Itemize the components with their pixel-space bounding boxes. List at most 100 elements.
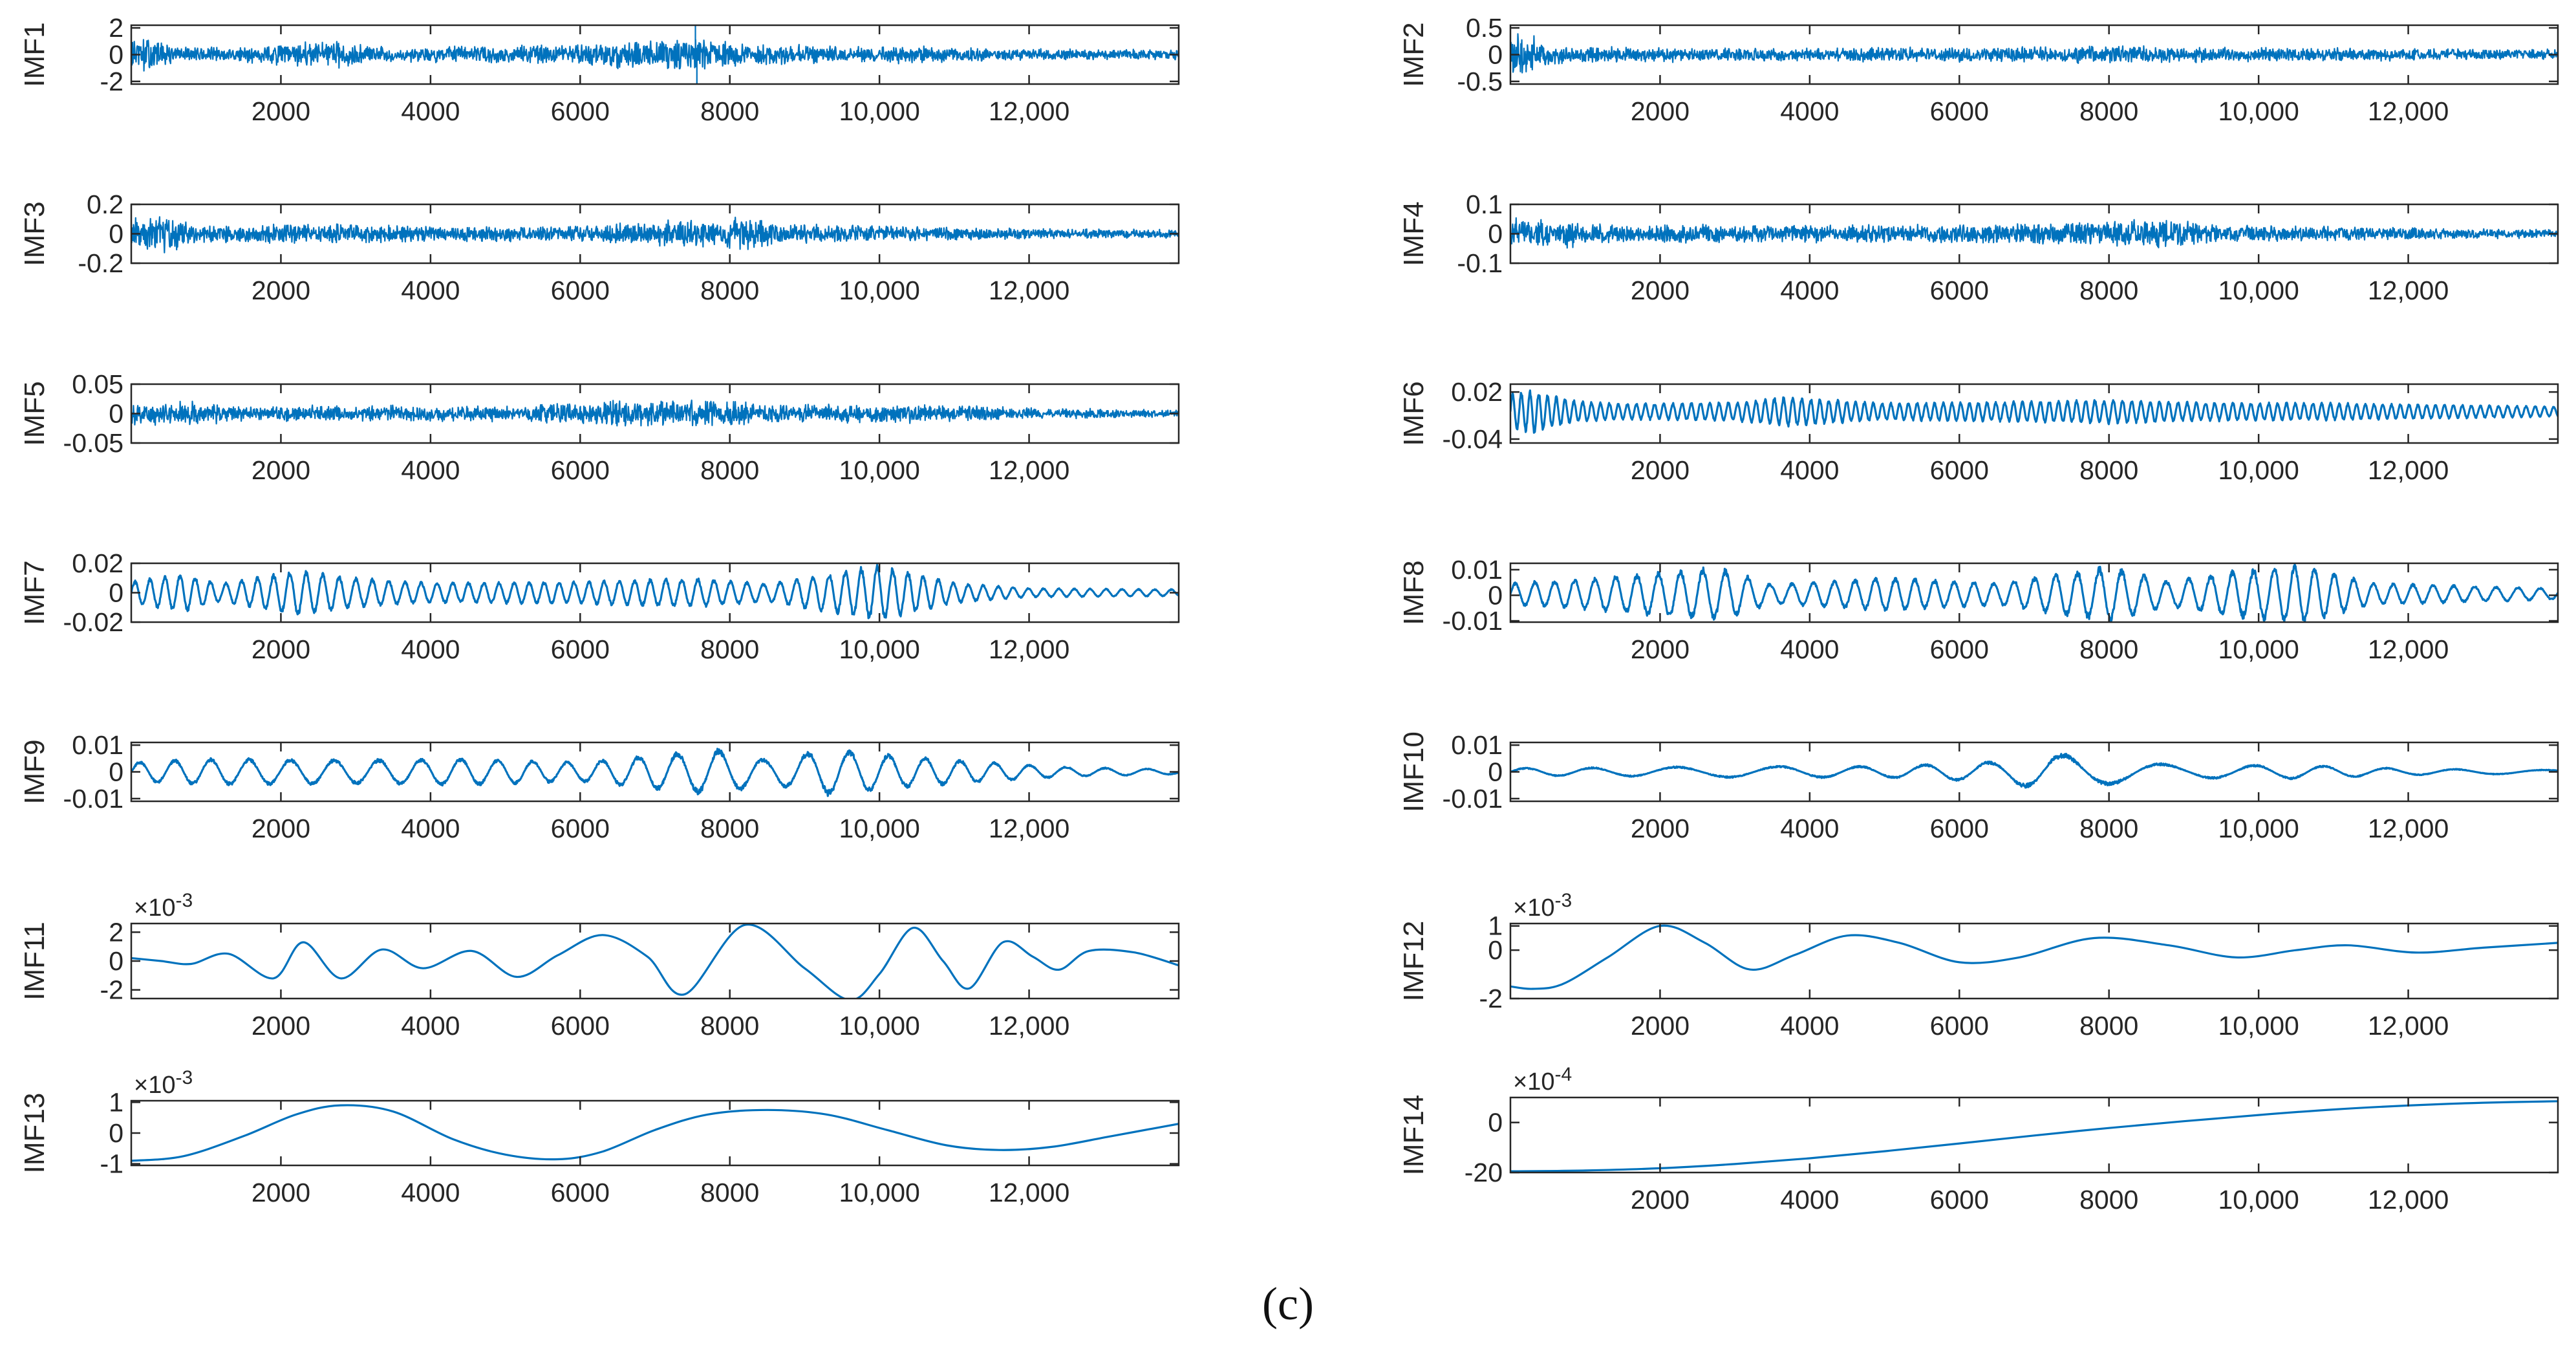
imf4-xtick-label: 6000 xyxy=(1930,276,1989,305)
imf11-xtick-label: 4000 xyxy=(401,1011,460,1041)
imf1-ylabel: IMF1 xyxy=(19,22,50,87)
imf6-ytick-label: -0.04 xyxy=(1443,424,1503,454)
imf1-ytick-label: -2 xyxy=(100,67,123,96)
imf4-series-line xyxy=(1510,217,2558,249)
imf1-xtick-label: 10,000 xyxy=(839,96,919,126)
imf11-ylabel: IMF11 xyxy=(19,922,50,1000)
imf8-ytick-label: 0 xyxy=(1488,580,1503,610)
imf13-ytick-label: -1 xyxy=(100,1149,123,1179)
imf14-xtick-label: 4000 xyxy=(1780,1185,1839,1215)
imf5-ytick-label: 0.05 xyxy=(72,369,123,399)
imf12-ytick-label: 0 xyxy=(1488,935,1503,965)
imf6-xtick-label: 2000 xyxy=(1631,455,1690,485)
imf9-ytick-label: 0 xyxy=(109,757,123,787)
imf5-xtick-label: 6000 xyxy=(551,455,610,485)
imf5-ylabel: IMF5 xyxy=(19,381,50,446)
imf6-xtick-label: 8000 xyxy=(2079,455,2138,485)
imf11-ytick-label: 2 xyxy=(109,917,123,947)
imf4-xtick-label: 12,000 xyxy=(2368,276,2449,305)
imf5-series-line xyxy=(131,399,1179,427)
imf14-panel: 2000 4000 6000 8000 10,000 12,000 -20 0 ×10-4 IMF… xyxy=(1398,1064,2559,1215)
imf12-xtick-label: 10,000 xyxy=(2218,1011,2299,1041)
imf10-xtick-label: 4000 xyxy=(1780,814,1839,843)
imf13-xtick-label: 8000 xyxy=(700,1178,759,1207)
imf7-ylabel: IMF7 xyxy=(19,560,50,625)
imf11-xtick-label: 12,000 xyxy=(989,1011,1069,1041)
imf4-xtick-label: 8000 xyxy=(2079,276,2138,305)
imf7-ytick-label: 0 xyxy=(109,578,123,608)
imf3-ytick-label: -0.2 xyxy=(78,248,123,278)
imf8-xtick-label: 4000 xyxy=(1780,634,1839,664)
imf13-xtick-label: 12,000 xyxy=(989,1178,1069,1207)
imf11-ytick-label: -2 xyxy=(100,975,123,1005)
imf13-series-line xyxy=(131,1104,1179,1162)
imf9-xtick-label: 8000 xyxy=(700,814,759,843)
imf2-xtick-label: 4000 xyxy=(1780,96,1839,126)
imf9-xtick-label: 2000 xyxy=(252,814,310,843)
imf12-xtick-label: 8000 xyxy=(2079,1011,2138,1041)
imf13-xtick-label: 4000 xyxy=(401,1178,460,1207)
imf2-xtick-label: 2000 xyxy=(1631,96,1690,126)
imf1-xtick-label: 12,000 xyxy=(989,96,1069,126)
imf11-ytick-label: 0 xyxy=(109,946,123,976)
imf6-ylabel: IMF6 xyxy=(1398,381,1430,446)
imf9-series-line xyxy=(131,748,1179,797)
imf10-ytick-label: 0.01 xyxy=(1451,730,1503,760)
imf10-ylabel: IMF10 xyxy=(1398,731,1430,812)
imf14-xtick-label: 10,000 xyxy=(2218,1185,2299,1215)
imf9-ylabel: IMF9 xyxy=(19,739,50,804)
imf7-xtick-label: 8000 xyxy=(700,634,759,664)
imf6-xtick-label: 10,000 xyxy=(2218,455,2299,485)
imf14-xtick-label: 2000 xyxy=(1631,1185,1690,1215)
figure-caption: (c) xyxy=(1262,1278,1314,1330)
imf2-ytick-label: 0.5 xyxy=(1466,13,1503,43)
imf6-ytick-label: 0.02 xyxy=(1451,377,1503,407)
imf6-axes-box xyxy=(1509,383,2559,444)
imf14-exponent-label: ×10-4 xyxy=(1513,1064,1572,1096)
imf3-ytick-label: 0 xyxy=(109,219,123,249)
imf13-xtick-label: 10,000 xyxy=(839,1178,919,1207)
imf9-ytick-label: -0.01 xyxy=(63,784,123,814)
imf12-series-line xyxy=(1510,924,2558,990)
imf12-xtick-label: 2000 xyxy=(1631,1011,1690,1041)
imf3-xtick-label: 8000 xyxy=(700,276,759,305)
imf3-xtick-label: 10,000 xyxy=(839,276,919,305)
imf13-ytick-label: 1 xyxy=(109,1087,123,1117)
imf13-xtick-label: 2000 xyxy=(252,1178,310,1207)
imf1-series-line xyxy=(131,25,1179,84)
imf7-series-line xyxy=(131,563,1179,620)
imf3-xtick-label: 12,000 xyxy=(989,276,1069,305)
imf7-ytick-label: 0.02 xyxy=(72,548,123,578)
imf14-xtick-label: 12,000 xyxy=(2368,1185,2449,1215)
imf2-ytick-label: -0.5 xyxy=(1457,67,1503,96)
imf12-ytick-label: 1 xyxy=(1488,911,1503,941)
imf2-xtick-label: 10,000 xyxy=(2218,96,2299,126)
imf5-xtick-label: 10,000 xyxy=(839,455,919,485)
imf2-series-line xyxy=(1510,33,2558,74)
imf12-panel: 2000 4000 6000 8000 10,000 12,000 -2 01 ×10-3 IMF… xyxy=(1398,890,2559,1041)
imf11-panel: 2000 4000 6000 8000 10,000 12,000 -202 ×10-3 IMF… xyxy=(19,890,1180,1041)
imf2-xtick-label: 8000 xyxy=(2079,96,2138,126)
imf6-xtick-label: 6000 xyxy=(1930,455,1989,485)
imf8-ytick-label: -0.01 xyxy=(1443,606,1503,636)
imf14-axes-box xyxy=(1509,1096,2559,1174)
imf11-xtick-label: 10,000 xyxy=(839,1011,919,1041)
imf14-xtick-label: 6000 xyxy=(1930,1185,1989,1215)
imf2-panel: 2000 4000 6000 8000 10,000 12,000 -0.500.5 IMF2 xyxy=(1398,13,2559,126)
imf7-xtick-label: 10,000 xyxy=(839,634,919,664)
imf8-xtick-label: 10,000 xyxy=(2218,634,2299,664)
imf13-ylabel: IMF13 xyxy=(19,1093,50,1174)
imf7-ytick-label: -0.02 xyxy=(63,607,123,637)
imf11-series-line xyxy=(131,924,1179,999)
imf3-xtick-label: 6000 xyxy=(551,276,610,305)
imf12-axes-box xyxy=(1509,922,2559,1000)
imf7-xtick-label: 4000 xyxy=(401,634,460,664)
imf12-ytick-label: -2 xyxy=(1479,984,1503,1013)
imf13-panel: 2000 4000 6000 8000 10,000 12,000 -101 ×10-3 IMF… xyxy=(19,1067,1180,1207)
imf14-xtick-label: 8000 xyxy=(2079,1185,2138,1215)
imf3-xtick-label: 4000 xyxy=(401,276,460,305)
